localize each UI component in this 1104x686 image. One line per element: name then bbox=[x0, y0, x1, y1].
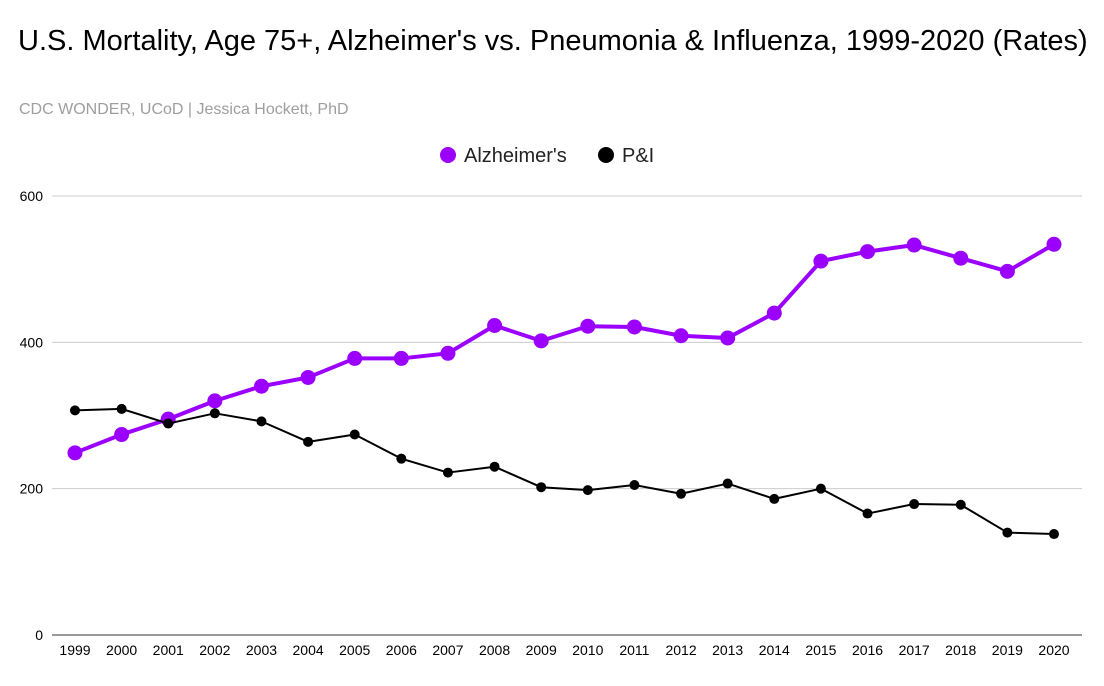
data-point[interactable] bbox=[906, 237, 922, 253]
data-point[interactable] bbox=[999, 263, 1015, 279]
data-point[interactable] bbox=[207, 393, 223, 409]
data-point[interactable] bbox=[815, 483, 826, 494]
y-axis-ticks: 0 200 400 600 bbox=[20, 188, 44, 643]
x-tick-label: 2009 bbox=[526, 642, 557, 658]
data-point[interactable] bbox=[440, 345, 456, 361]
chart-title: U.S. Mortality, Age 75+, Alzheimer's vs.… bbox=[18, 25, 1088, 57]
data-point[interactable] bbox=[1046, 236, 1062, 252]
series-lines bbox=[67, 236, 1062, 540]
data-point[interactable] bbox=[256, 416, 267, 427]
legend-marker bbox=[440, 147, 456, 163]
data-point[interactable] bbox=[489, 461, 500, 472]
data-point[interactable] bbox=[303, 436, 314, 447]
data-point[interactable] bbox=[300, 369, 316, 385]
series-alzheimers bbox=[67, 236, 1062, 461]
x-tick-label: 2013 bbox=[712, 642, 743, 658]
data-point[interactable] bbox=[862, 508, 873, 519]
x-tick-label: 2001 bbox=[153, 642, 184, 658]
data-point[interactable] bbox=[860, 244, 876, 260]
data-point[interactable] bbox=[676, 488, 687, 499]
legend-marker bbox=[598, 147, 614, 163]
x-tick-label: 2006 bbox=[386, 642, 417, 658]
x-tick-label: 2004 bbox=[293, 642, 324, 658]
data-point[interactable] bbox=[766, 305, 782, 321]
data-point[interactable] bbox=[116, 403, 127, 414]
series-pi bbox=[70, 403, 1059, 540]
series-line bbox=[74, 242, 1056, 455]
data-point[interactable] bbox=[442, 467, 453, 478]
x-tick-label: 2005 bbox=[339, 642, 370, 658]
x-tick-label: 1999 bbox=[59, 642, 90, 658]
data-point[interactable] bbox=[114, 427, 130, 443]
data-point[interactable] bbox=[953, 250, 969, 266]
legend-item[interactable]: P&I bbox=[598, 145, 654, 167]
x-tick-label: 2007 bbox=[432, 642, 463, 658]
data-point[interactable] bbox=[1002, 527, 1013, 538]
data-point[interactable] bbox=[582, 485, 593, 496]
data-point[interactable] bbox=[769, 493, 780, 504]
data-point[interactable] bbox=[673, 328, 689, 344]
y-tick-label: 400 bbox=[20, 334, 44, 350]
data-point[interactable] bbox=[487, 318, 503, 334]
series-line bbox=[74, 407, 1055, 536]
data-point[interactable] bbox=[580, 318, 596, 334]
data-point[interactable] bbox=[347, 350, 363, 366]
x-tick-label: 2015 bbox=[805, 642, 836, 658]
x-tick-label: 2002 bbox=[199, 642, 230, 658]
x-tick-label: 2017 bbox=[899, 642, 930, 658]
data-point[interactable] bbox=[533, 333, 549, 349]
y-tick-label: 600 bbox=[20, 188, 44, 204]
data-point[interactable] bbox=[536, 482, 547, 493]
x-tick-label: 2008 bbox=[479, 642, 510, 658]
data-point[interactable] bbox=[813, 253, 829, 269]
x-axis-ticks: 1999 2000 2001 2002 2003 2004 2005 2006 2007 2008… bbox=[59, 642, 1069, 658]
x-tick-label: 2018 bbox=[945, 642, 976, 658]
x-tick-label: 2003 bbox=[246, 642, 277, 658]
x-tick-label: 2010 bbox=[572, 642, 603, 658]
legend-label: Alzheimer's bbox=[464, 145, 567, 167]
data-point[interactable] bbox=[396, 453, 407, 464]
y-tick-label: 200 bbox=[20, 481, 44, 497]
x-tick-label: 2000 bbox=[106, 642, 137, 658]
legend[interactable]: Alzheimer's P&I bbox=[440, 145, 654, 167]
data-point[interactable] bbox=[349, 429, 360, 440]
data-point[interactable] bbox=[722, 478, 733, 489]
data-point[interactable] bbox=[253, 378, 269, 394]
legend-label: P&I bbox=[622, 145, 654, 167]
legend-item[interactable]: Alzheimer's bbox=[440, 145, 567, 167]
x-tick-label: 2016 bbox=[852, 642, 883, 658]
x-tick-label: 2019 bbox=[992, 642, 1023, 658]
x-tick-label: 2011 bbox=[619, 642, 649, 658]
x-tick-label: 2012 bbox=[665, 642, 696, 658]
data-point[interactable] bbox=[720, 330, 736, 346]
data-point[interactable] bbox=[629, 480, 640, 491]
data-point[interactable] bbox=[70, 405, 80, 416]
data-point[interactable] bbox=[163, 418, 174, 429]
data-point[interactable] bbox=[393, 350, 409, 366]
chart-subtitle: CDC WONDER, UCoD | Jessica Hockett, PhD bbox=[19, 101, 349, 118]
data-point[interactable] bbox=[955, 499, 966, 510]
data-point[interactable] bbox=[67, 445, 83, 461]
data-point[interactable] bbox=[909, 499, 920, 510]
x-tick-label: 2020 bbox=[1038, 642, 1069, 658]
data-point[interactable] bbox=[626, 319, 642, 335]
y-tick-label: 0 bbox=[35, 627, 43, 643]
data-point[interactable] bbox=[209, 408, 220, 419]
x-tick-label: 2014 bbox=[759, 642, 790, 658]
data-point[interactable] bbox=[1049, 529, 1059, 540]
